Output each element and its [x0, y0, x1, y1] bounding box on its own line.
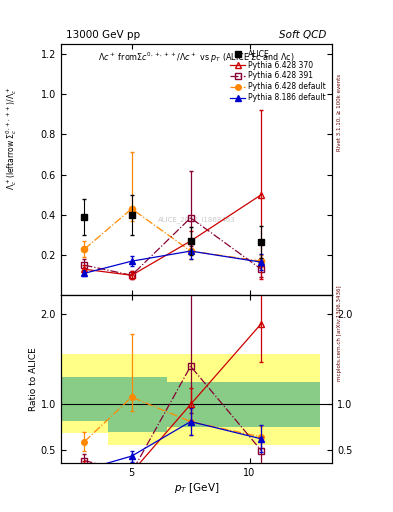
Text: $\Lambda c^+$ from$\Sigma c^{0,+,++}/\Lambda c^+$ vs $p_T$ (ALICE $\Sigma$c and : $\Lambda c^+$ from$\Sigma c^{0,+,++}/\La… — [98, 51, 295, 66]
Text: 13000 GeV pp: 13000 GeV pp — [66, 30, 140, 40]
Y-axis label: $\Lambda_c^+(leftarrow\Sigma_c^{0,+,++})/\Lambda_c^+$: $\Lambda_c^+(leftarrow\Sigma_c^{0,+,++})… — [0, 511, 1, 512]
Text: Rivet 3.1.10, ≥ 100k events: Rivet 3.1.10, ≥ 100k events — [337, 74, 342, 151]
Text: $\Lambda_c^+$(leftarrow $\Sigma_c^{0,+,++}$)/$\Lambda_c^+$: $\Lambda_c^+$(leftarrow $\Sigma_c^{0,+,+… — [4, 87, 19, 190]
Text: Soft QCD: Soft QCD — [279, 30, 327, 40]
X-axis label: $p_T$ [GeV]: $p_T$ [GeV] — [174, 481, 219, 495]
Text: ALICE_2022_I1868463: ALICE_2022_I1868463 — [158, 217, 235, 223]
Legend: ALICE, Pythia 6.428 370, Pythia 6.428 391, Pythia 6.428 default, Pythia 8.186 de: ALICE, Pythia 6.428 370, Pythia 6.428 39… — [228, 47, 328, 104]
Y-axis label: Ratio to ALICE: Ratio to ALICE — [29, 348, 38, 411]
Text: mcplots.cern.ch [arXiv:1306.3436]: mcplots.cern.ch [arXiv:1306.3436] — [337, 285, 342, 380]
